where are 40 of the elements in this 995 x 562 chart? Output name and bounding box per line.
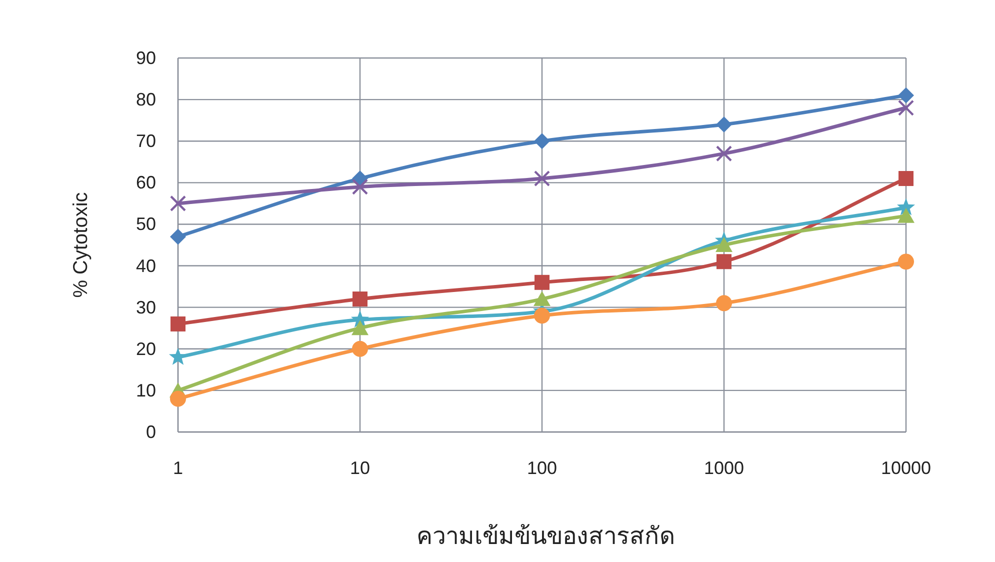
x-tick-label: 1 (172, 458, 184, 478)
y-tick-label: 50 (136, 214, 156, 234)
y-tick-label: 20 (136, 338, 156, 359)
point (170, 195, 186, 212)
point (170, 228, 186, 245)
point (898, 87, 914, 104)
point (716, 145, 732, 162)
point (170, 390, 186, 407)
y-tick-label: 10 (136, 380, 156, 400)
y-tick-label: 90 (136, 48, 156, 68)
point (898, 254, 914, 270)
y-axis-title: % Cytotoxic (70, 192, 92, 298)
point (716, 295, 732, 312)
x-tick-label: 1000 (704, 458, 744, 478)
point (716, 116, 732, 132)
point (716, 254, 732, 270)
point (352, 292, 368, 307)
x-tick-label: 10000 (880, 458, 932, 478)
point (716, 237, 732, 252)
y-tick-label: 40 (136, 256, 156, 276)
point (534, 133, 550, 150)
point (352, 320, 368, 336)
point (170, 316, 186, 332)
point (898, 208, 914, 223)
point (352, 340, 368, 357)
y-tick-label: 0 (146, 422, 156, 442)
y-tick-label: 60 (136, 172, 156, 193)
x-tick-label: 10 (350, 458, 370, 478)
point (534, 291, 550, 306)
point (534, 308, 550, 324)
point (898, 100, 914, 116)
point (898, 171, 914, 186)
point (534, 170, 550, 187)
x-tick-label: 100 (526, 458, 558, 478)
y-tick-label: 80 (136, 90, 156, 110)
x-axis-title: ความเข้มข้นของสารสกัด (416, 523, 676, 550)
y-tick-label: 70 (136, 131, 156, 152)
point (352, 178, 368, 195)
point (534, 274, 550, 290)
y-tick-label: 30 (136, 297, 156, 318)
